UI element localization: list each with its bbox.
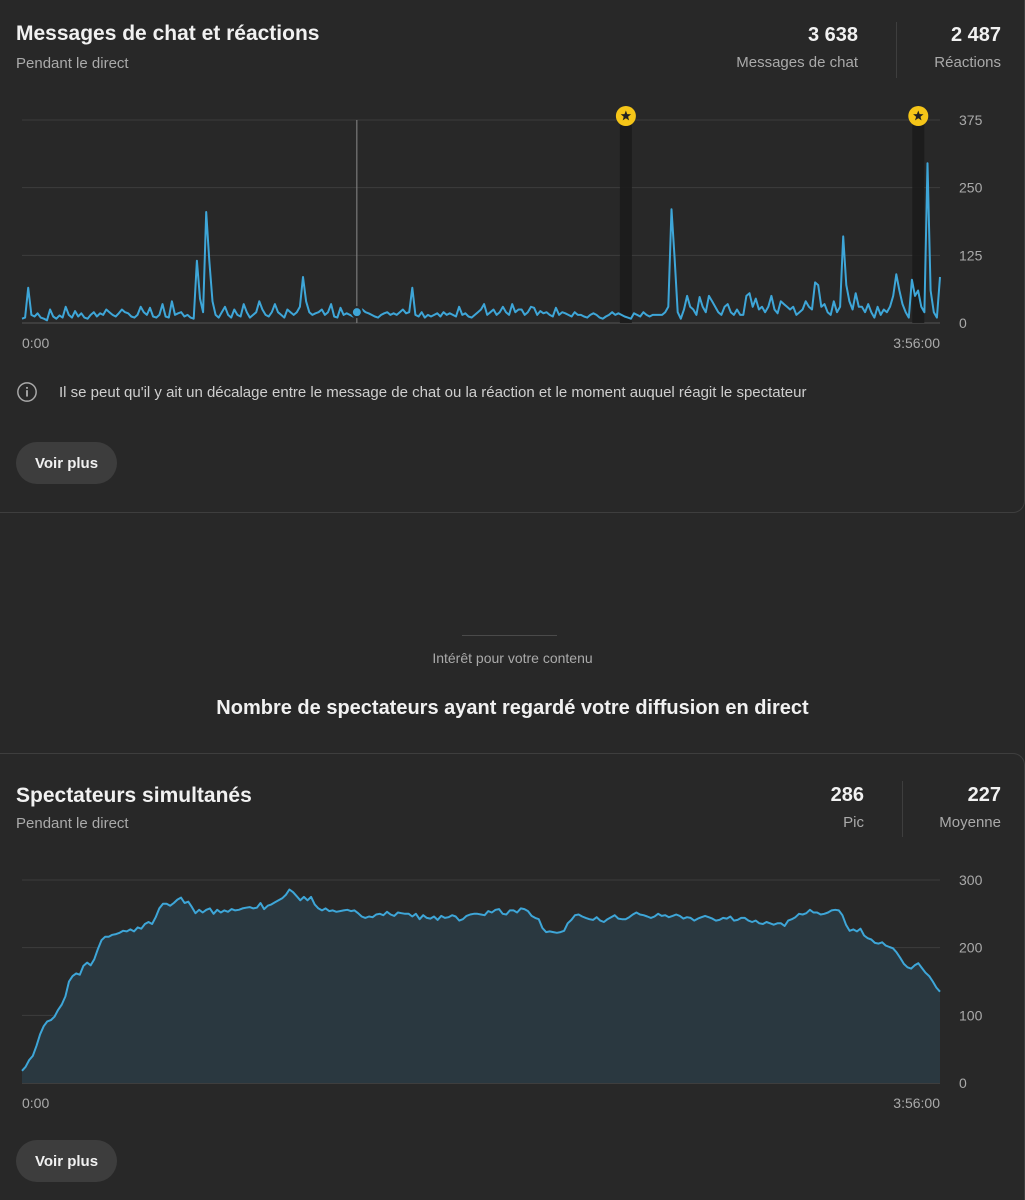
x-axis-start-label: 0:00: [22, 335, 49, 351]
reactions-label: Réactions: [934, 54, 1001, 71]
chat-card-subtitle: Pendant le direct: [16, 55, 129, 72]
see-more-viewers-button[interactable]: Voir plus: [16, 1140, 118, 1182]
viewers-series-line: [21, 888, 941, 1072]
highlight-band: [912, 120, 925, 323]
chat-reactions-card: Messages de chat et réactions Pendant le…: [0, 0, 1025, 513]
chat-messages-label: Messages de chat: [736, 54, 858, 71]
info-icon: [17, 382, 37, 402]
y-tick-label: 200: [959, 940, 983, 956]
chat-messages-value: 3 638: [807, 24, 858, 46]
x-axis-end-label: 3:56:00: [893, 335, 940, 351]
x-axis-end-label: 3:56:00: [893, 1095, 940, 1111]
section-label: Intérêt pour votre contenu: [432, 650, 593, 666]
viewers-card-subtitle: Pendant le direct: [16, 815, 129, 832]
y-axis-ticks: 375 250 125 0: [959, 112, 983, 331]
y-tick-label: 0: [959, 1075, 967, 1091]
concurrent-viewers-chart[interactable]: 300 200 100 0 0:00 3:56:00: [0, 754, 1025, 1124]
chart-grid: [22, 119, 940, 324]
viewers-series-area: [22, 889, 940, 1083]
highlight-bands: [619, 120, 925, 323]
reactions-metric: 2 487 Réactions: [934, 24, 1001, 71]
y-tick-label: 100: [959, 1007, 983, 1023]
highlight-stars[interactable]: [615, 106, 929, 126]
y-tick-label: 300: [959, 872, 983, 888]
hover-cursor-dot: [350, 306, 363, 319]
y-tick-label: 125: [959, 247, 983, 263]
delay-note: Il se peut qu'il y ait un décalage entre…: [16, 381, 807, 403]
viewers-card-title: Spectateurs simultanés: [16, 784, 252, 807]
star-glyph: [913, 110, 924, 121]
average-label: Moyenne: [939, 814, 1001, 831]
peak-metric: 286 Pic: [831, 784, 864, 831]
section-heading: Nombre de spectateurs ayant regardé votr…: [216, 697, 809, 719]
y-axis-ticks: 300 200 100 0: [959, 872, 983, 1091]
x-axis-start-label: 0:00: [22, 1095, 49, 1111]
chat-reactions-chart[interactable]: 375 250 125 0 0:00 3:56:00: [0, 0, 1025, 360]
average-value: 227: [967, 784, 1001, 806]
highlight-band: [619, 120, 632, 323]
metric-divider: [896, 22, 897, 78]
metric-divider: [902, 781, 903, 837]
section-divider: [462, 635, 557, 636]
y-tick-label: 0: [959, 315, 967, 331]
chat-card-title: Messages de chat et réactions: [16, 22, 320, 45]
concurrent-viewers-card: Spectateurs simultanés Pendant le direct…: [0, 753, 1025, 1200]
delay-note-text: Il se peut qu'il y ait un décalage entre…: [59, 383, 807, 401]
chat-messages-metric: 3 638 Messages de chat: [736, 24, 858, 71]
y-tick-label: 375: [959, 112, 983, 128]
see-more-chat-button[interactable]: Voir plus: [16, 442, 118, 484]
peak-label: Pic: [843, 814, 864, 831]
peak-value: 286: [830, 784, 864, 806]
star-glyph: [620, 110, 632, 121]
y-tick-label: 250: [959, 180, 983, 196]
chat-series-line: [21, 162, 941, 322]
average-metric: 227 Moyenne: [939, 784, 1001, 831]
reactions-value: 2 487: [950, 24, 1001, 46]
